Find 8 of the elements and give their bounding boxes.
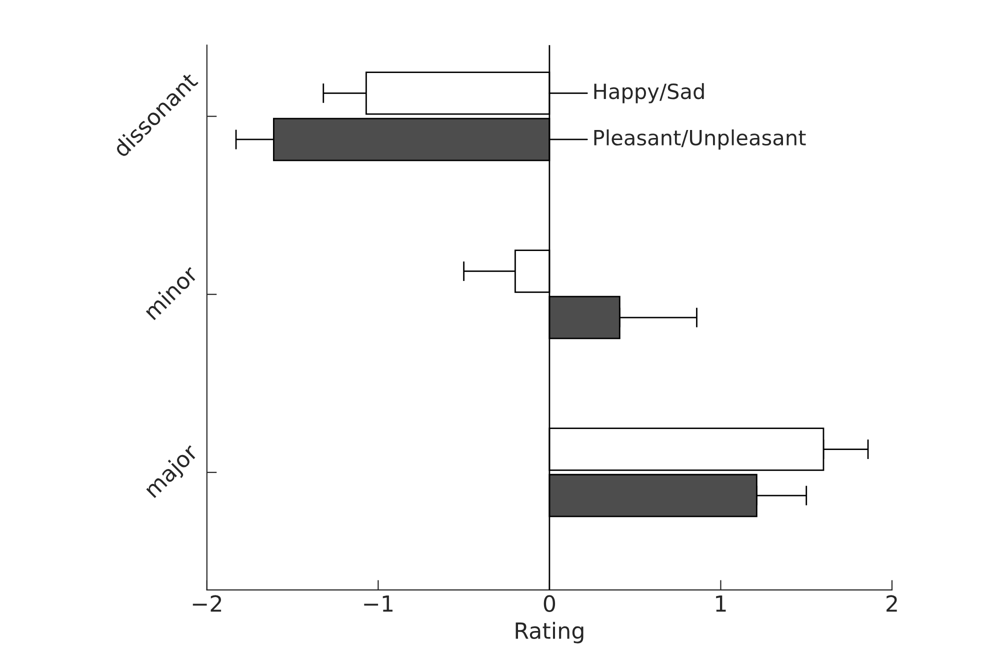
x-tick-label: 0 (544, 595, 556, 612)
legend-label: Pleasant/Unpleasant (594, 129, 806, 150)
legend-label: Happy/Sad (594, 83, 704, 104)
x-axis-title: Rating (516, 622, 584, 644)
x-tick-label: −1 (364, 595, 393, 612)
x-tick-label: 2 (886, 595, 897, 612)
x-tick-label: −2 (192, 595, 222, 612)
x-tick-label: 1 (716, 595, 726, 612)
